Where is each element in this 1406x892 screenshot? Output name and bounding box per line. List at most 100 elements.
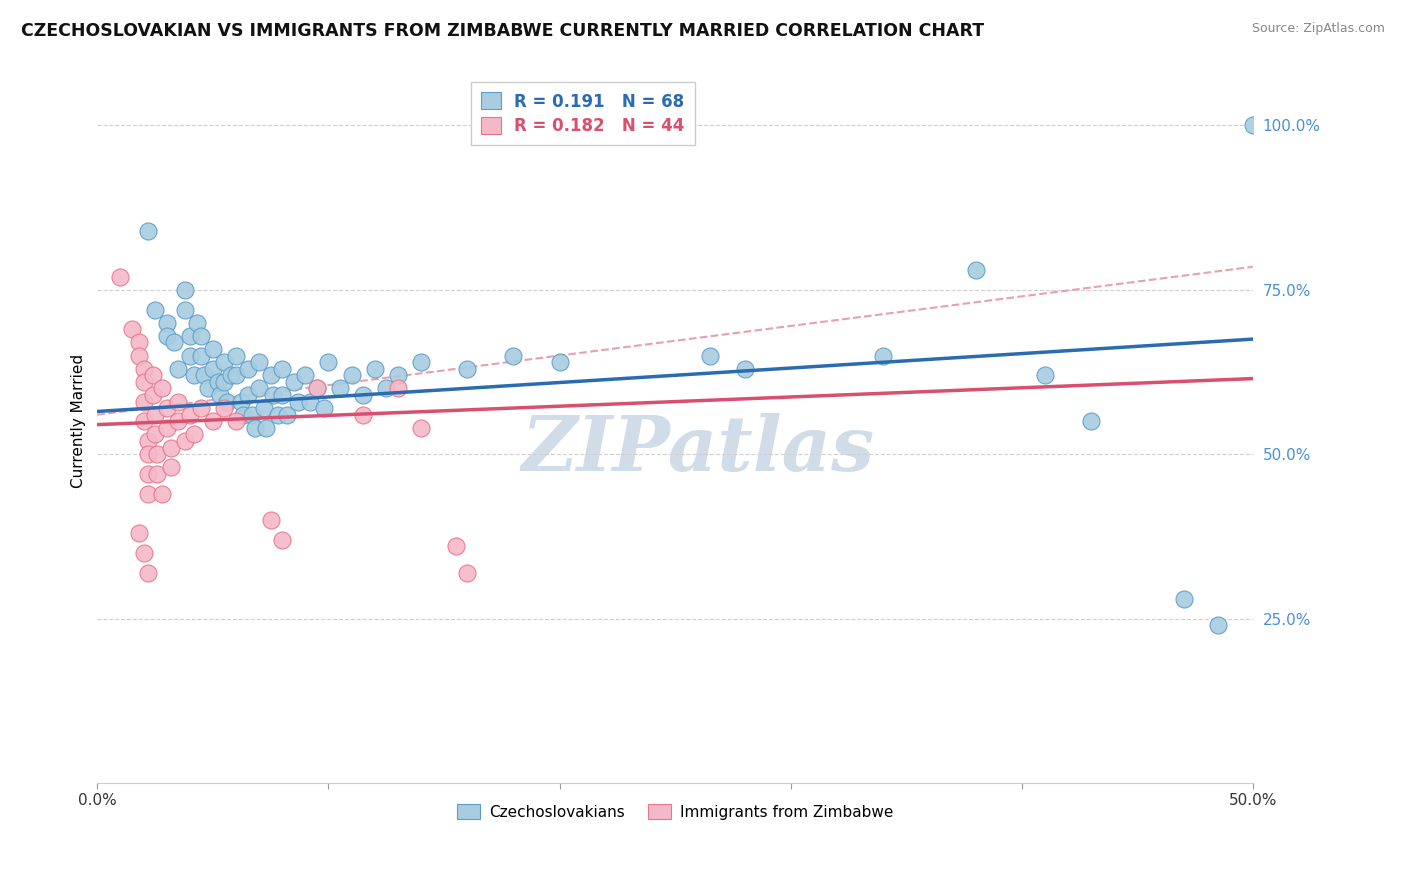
Point — [965, 263, 987, 277]
Point — [329, 381, 352, 395]
Point — [201, 361, 224, 376]
Point — [201, 414, 224, 428]
Point — [271, 388, 294, 402]
Legend: Czechoslovakians, Immigrants from Zimbabwe: Czechoslovakians, Immigrants from Zimbab… — [451, 798, 900, 826]
Point — [190, 401, 212, 416]
Point — [160, 460, 183, 475]
Point — [305, 381, 328, 395]
Point — [142, 388, 165, 402]
Point — [247, 355, 270, 369]
Text: CZECHOSLOVAKIAN VS IMMIGRANTS FROM ZIMBABWE CURRENTLY MARRIED CORRELATION CHART: CZECHOSLOVAKIAN VS IMMIGRANTS FROM ZIMBA… — [21, 22, 984, 40]
Point — [136, 566, 159, 580]
Point — [444, 539, 467, 553]
Point — [456, 566, 478, 580]
Point — [364, 361, 387, 376]
Point — [132, 375, 155, 389]
Point — [156, 401, 179, 416]
Point — [260, 368, 283, 383]
Point — [146, 467, 169, 481]
Point — [225, 368, 247, 383]
Point — [225, 414, 247, 428]
Text: Source: ZipAtlas.com: Source: ZipAtlas.com — [1251, 22, 1385, 36]
Point — [352, 408, 374, 422]
Point — [207, 375, 229, 389]
Point — [110, 269, 132, 284]
Point — [276, 408, 298, 422]
Point — [294, 368, 316, 383]
Point — [214, 355, 236, 369]
Point — [143, 302, 166, 317]
Point — [699, 349, 721, 363]
Point — [409, 355, 432, 369]
Point — [136, 486, 159, 500]
Y-axis label: Currently Married: Currently Married — [72, 354, 86, 489]
Point — [312, 401, 335, 416]
Point — [387, 381, 409, 395]
Point — [179, 408, 201, 422]
Point — [132, 546, 155, 560]
Point — [215, 394, 238, 409]
Point — [872, 349, 894, 363]
Point — [260, 513, 283, 527]
Point — [143, 427, 166, 442]
Point — [240, 408, 263, 422]
Point — [179, 349, 201, 363]
Point — [136, 467, 159, 481]
Point — [174, 302, 197, 317]
Point — [232, 408, 254, 422]
Point — [266, 408, 288, 422]
Point — [318, 355, 340, 369]
Point — [254, 421, 277, 435]
Point — [271, 533, 294, 547]
Point — [150, 486, 173, 500]
Point — [146, 447, 169, 461]
Point — [197, 381, 219, 395]
Point — [193, 368, 215, 383]
Point — [214, 401, 236, 416]
Point — [548, 355, 571, 369]
Point — [283, 375, 305, 389]
Point — [132, 361, 155, 376]
Point — [201, 342, 224, 356]
Point — [142, 368, 165, 383]
Point — [229, 394, 252, 409]
Point — [156, 328, 179, 343]
Point — [190, 349, 212, 363]
Point — [186, 316, 208, 330]
Point — [236, 388, 259, 402]
Point — [136, 224, 159, 238]
Point — [1173, 591, 1195, 606]
Point — [734, 361, 756, 376]
Point — [253, 401, 276, 416]
Point — [352, 388, 374, 402]
Point — [156, 421, 179, 435]
Point — [167, 361, 190, 376]
Point — [298, 394, 321, 409]
Point — [183, 427, 205, 442]
Text: ZIPatlas: ZIPatlas — [522, 413, 875, 487]
Point — [502, 349, 524, 363]
Point — [340, 368, 363, 383]
Point — [132, 394, 155, 409]
Point — [183, 368, 205, 383]
Point — [162, 335, 184, 350]
Point — [136, 434, 159, 448]
Point — [225, 349, 247, 363]
Point — [143, 408, 166, 422]
Point — [179, 328, 201, 343]
Point — [1080, 414, 1102, 428]
Point — [271, 361, 294, 376]
Point — [243, 421, 266, 435]
Point — [174, 283, 197, 297]
Point — [132, 414, 155, 428]
Point — [190, 328, 212, 343]
Point — [305, 381, 328, 395]
Point — [156, 316, 179, 330]
Point — [247, 381, 270, 395]
Point — [221, 368, 243, 383]
Point — [1241, 119, 1264, 133]
Point — [136, 447, 159, 461]
Point — [160, 441, 183, 455]
Point — [174, 434, 197, 448]
Point — [375, 381, 398, 395]
